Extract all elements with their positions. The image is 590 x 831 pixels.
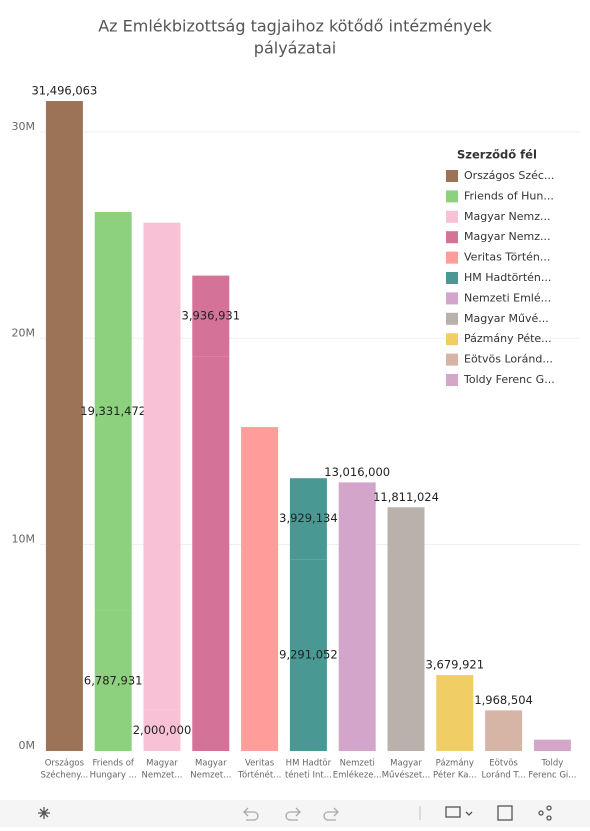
legend-label: Toldy Ferenc G... [463,373,555,386]
x-tick-label: Pázmány [436,759,474,769]
bar-segment [45,101,83,752]
legend-swatch [446,251,458,264]
legend-swatch [446,190,458,203]
legend-swatch [446,231,458,244]
value-label: 9,291,052 [279,648,338,662]
x-tick-label: Nemzeti [340,759,375,769]
value-label: 31,496,063 [31,84,97,98]
y-tick-label: 20M [12,326,36,339]
x-tick-label: Nemzet... [190,771,231,781]
x-tick-label: Hungary ... [90,771,137,781]
value-label: 2,000,000 [133,723,192,737]
value-label: 3,929,134 [279,511,338,525]
legend-label: Magyar Nemz... [464,230,550,243]
legend-label: Pázmány Péte... [464,332,552,345]
bar-segment [485,710,523,751]
y-tick-label: 0M [19,739,36,752]
bar-segment [241,427,279,751]
bar-segment [436,675,474,751]
legend-swatch [446,333,458,346]
value-label: 1,968,504 [474,693,533,707]
y-tick-label: 10M [12,533,36,546]
x-tick-label: Szécheny... [41,770,89,781]
bar-segment [192,356,230,751]
x-tick-label: Veritas [245,759,275,769]
revert-icon[interactable] [323,807,339,821]
x-tick-label: Friends of [92,759,134,769]
bar-segment [533,739,571,751]
x-tick-label: Eötvös [489,759,518,769]
x-tick-label: Loránd T... [481,771,525,781]
legend-swatch [446,292,458,305]
bar-segment [338,482,376,751]
legend-label: Friends of Hun... [464,189,554,202]
bar-segment [94,211,132,611]
y-tick-label: 30M [12,120,36,133]
bar-segment [94,610,132,751]
x-tick-label: téneti Int... [285,770,332,781]
bar-segment [289,559,327,751]
toolbar [0,800,590,827]
undo-icon[interactable] [243,807,259,821]
chart-title: pályázatai [254,39,336,58]
legend-label: Eötvös Loránd... [464,353,553,366]
redo-icon[interactable] [285,807,301,821]
share-icon[interactable] [538,810,544,816]
legend-label: HM Hadtörtén... [464,271,551,284]
x-tick-label: HM Hadtör [286,759,332,769]
x-tick-label: Magyar [390,759,422,769]
bar-segment [289,478,327,560]
legend-swatch [446,312,458,325]
x-tick-label: Péter Ka... [433,770,477,781]
legend-swatch [446,170,458,182]
legend-swatch [446,272,458,284]
value-label: 19,331,472 [80,404,146,418]
value-label: 6,787,931 [84,673,143,687]
legend-swatch [446,353,458,366]
share-node [546,805,552,811]
toolbar-bg [0,800,590,827]
bar-segment [192,275,230,357]
x-tick-label: Magyar [146,759,178,769]
legend-title: Szerződő fél [457,148,537,162]
value-label: 3,679,921 [426,658,485,672]
value-label: 3,936,931 [182,309,241,323]
bar-segment [387,507,425,751]
move-icon[interactable] [38,807,50,819]
legend-label: Magyar Nemz... [464,210,550,223]
x-tick-label: Országos [45,759,85,769]
x-tick-label: Toldy [541,759,564,769]
share-node [546,815,552,821]
legend-label: Országos Széc... [464,169,554,182]
x-tick-label: Nemzet... [142,771,183,781]
x-tick-label: Emlékeze... [333,770,382,781]
x-tick-label: Ferenc Gi... [528,771,576,781]
legend-swatch [446,210,458,223]
x-tick-label: Művészet... [382,770,431,781]
x-tick-label: Történét... [237,770,281,781]
x-tick-label: Magyar [195,759,227,769]
legend-label: Veritas Történ... [464,251,550,264]
value-label: 11,811,024 [373,490,439,504]
bar-segment [143,709,181,751]
legend-swatch [446,374,458,386]
legend-label: Magyar Művé... [464,312,549,325]
download-arrow[interactable] [465,811,473,816]
chart-title: Az Emlékbizottság tagjaihoz kötődő intéz… [98,17,492,36]
legend-label: Nemzeti Emlé... [464,291,551,304]
download-icon[interactable] [445,806,461,818]
fullscreen-icon[interactable] [497,805,513,821]
value-label: 13,016,000 [324,465,390,479]
bar-segment [143,222,181,710]
